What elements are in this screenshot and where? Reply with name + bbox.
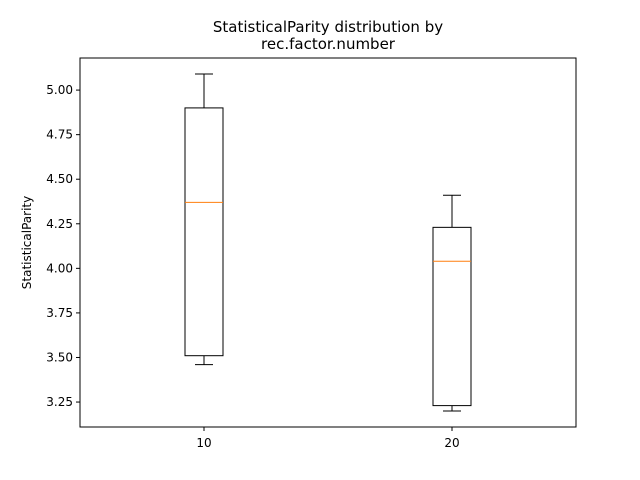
x-tick-label: 10 bbox=[196, 436, 211, 450]
box-10 bbox=[184, 107, 224, 357]
y-tick-label: 3.75 bbox=[46, 306, 73, 320]
y-tick-label: 3.50 bbox=[46, 350, 73, 364]
axes-frame bbox=[79, 57, 577, 428]
y-tick-label: 3.25 bbox=[46, 395, 73, 409]
y-tick-label: 4.25 bbox=[46, 217, 73, 231]
y-axis-label: StatisticalParity bbox=[20, 196, 34, 289]
plot-area: 3.25 3.50 3.75 4.00 4.25 4.50 4.75 5.00 10 20 bbox=[46, 73, 472, 450]
box-20 bbox=[432, 226, 472, 407]
chart-title-line-1: StatisticalParity distribution by bbox=[213, 18, 443, 36]
x-tick-label: 20 bbox=[444, 436, 459, 450]
y-tick-label: 4.75 bbox=[46, 128, 73, 142]
y-tick-label: 4.00 bbox=[46, 261, 73, 275]
chart-title-line-2: rec.factor.number bbox=[261, 35, 396, 53]
y-tick-label: 4.50 bbox=[46, 172, 73, 186]
y-tick-label: 5.00 bbox=[46, 83, 73, 97]
